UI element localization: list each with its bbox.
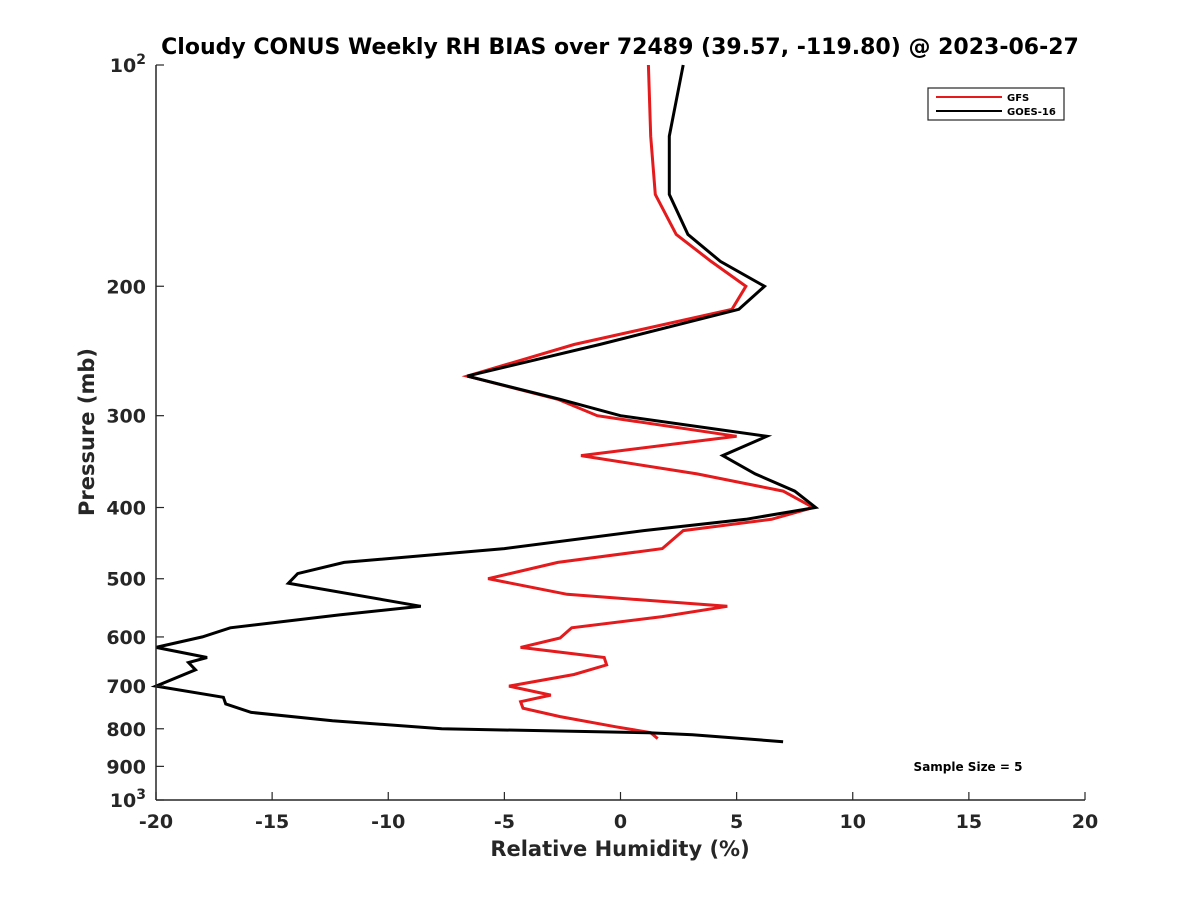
y-ticks: 102 200 300 400 500 600 700 800 900 103 (106, 52, 164, 812)
y-tick-label: 200 (106, 276, 146, 298)
x-tick-label: -5 (494, 811, 515, 833)
legend-box (927, 87, 1065, 121)
x-tick-label: -10 (371, 811, 405, 833)
y-tick-label: 600 (106, 627, 146, 649)
y-tick-label: 500 (106, 569, 146, 591)
x-tick-label: 15 (956, 811, 982, 833)
chart-title: Cloudy CONUS Weekly RH BIAS over 72489 (… (161, 35, 1079, 60)
legend-label-goes-16: GOES-16 (1007, 107, 1056, 118)
x-tick-label: 20 (1072, 811, 1098, 833)
legend: GFS GOES-16 (927, 87, 1065, 121)
y-tick-label: 700 (106, 676, 146, 698)
series-layer (150, 64, 820, 744)
y-tick-label: 300 (106, 406, 146, 428)
y-axis-label: Pressure (mb) (75, 348, 99, 516)
x-tick-label: 5 (730, 811, 743, 833)
y-tick-label: 800 (106, 719, 146, 741)
series-line-goes-16 (150, 64, 820, 744)
x-tick-label: 10 (840, 811, 866, 833)
x-tick-label: -20 (139, 811, 173, 833)
legend-label-gfs: GFS (1007, 93, 1029, 104)
x-ticks: -20 -15 -10 -5 0 5 10 15 20 (139, 792, 1098, 833)
y-tick-label: 400 (106, 498, 146, 520)
y-tick-label: 900 (106, 756, 146, 778)
series-line-gfs (461, 64, 818, 740)
y-tick-label: 103 (110, 787, 146, 812)
x-axis-label: Relative Humidity (%) (490, 837, 749, 861)
sample-size-annotation: Sample Size = 5 (914, 760, 1023, 774)
x-tick-label: -15 (255, 811, 289, 833)
y-tick-label: 102 (110, 52, 146, 77)
x-tick-label: 0 (614, 811, 627, 833)
